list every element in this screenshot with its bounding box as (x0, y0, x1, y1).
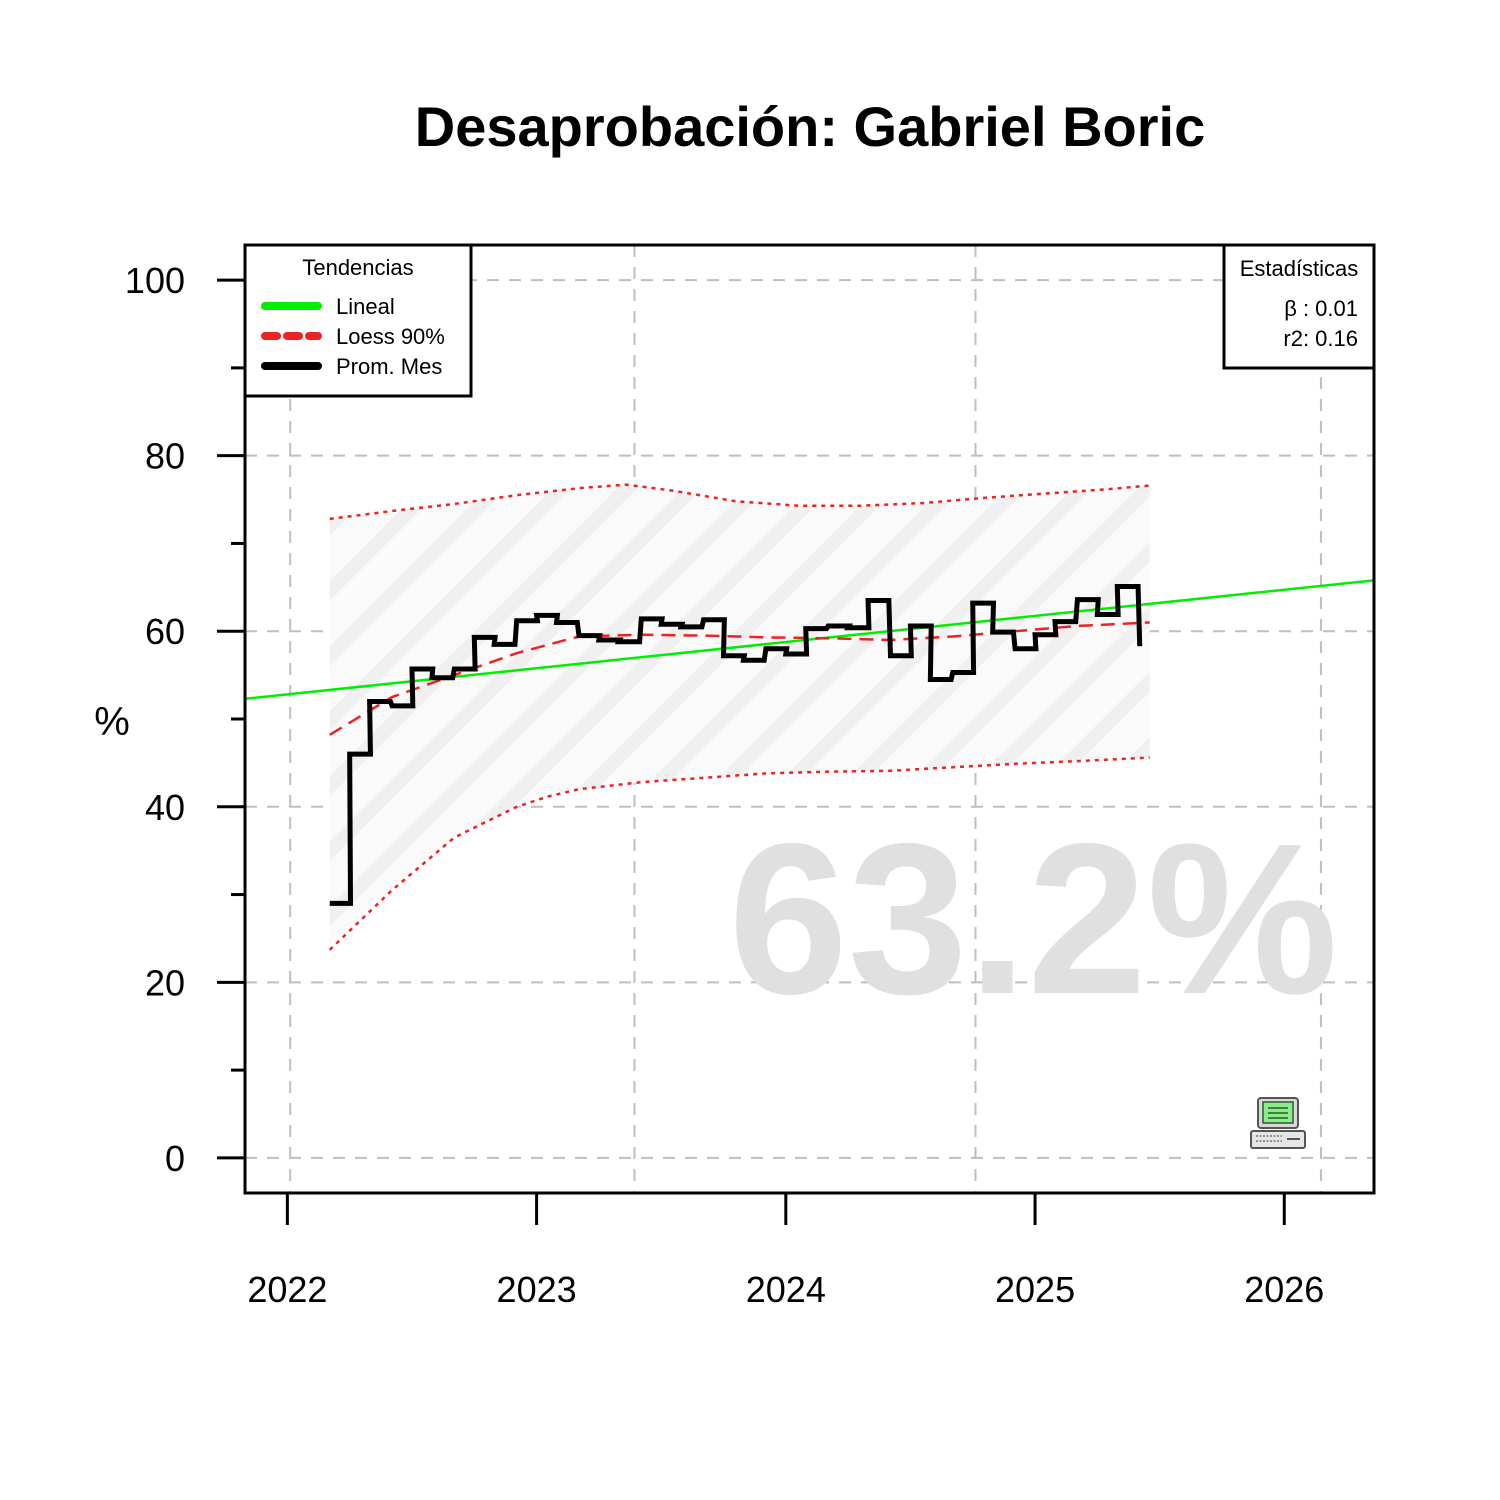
stats-beta: β : 0.01 (1284, 296, 1358, 321)
stats-box: Estadísticas β : 0.01 r2: 0.16 (1222, 243, 1376, 370)
legend-label-prom-mes: Prom. Mes (336, 354, 442, 379)
stats-frame (1222, 243, 1376, 370)
x-tick-label: 2023 (497, 1269, 577, 1310)
computer-icon (1250, 1097, 1306, 1149)
current-value-watermark: 63.2% (728, 798, 1338, 1039)
y-axis-label: % (94, 700, 130, 744)
x-tick-label: 2022 (247, 1269, 327, 1310)
stats-r2: r2: 0.16 (1283, 326, 1358, 351)
y-tick-label: 20 (145, 962, 185, 1003)
y-axis: 0 20 40 60 80 100 (125, 260, 245, 1179)
series-loess-upper (329, 483, 1150, 521)
legend: Tendencias Lineal Loess 90% Prom. Mes (243, 243, 473, 398)
x-tick-label: 2025 (995, 1269, 1075, 1310)
y-tick-label: 80 (145, 436, 185, 477)
stats-title: Estadísticas (1240, 256, 1359, 281)
x-tick-label: 2026 (1244, 1269, 1324, 1310)
y-tick-label: 40 (145, 787, 185, 828)
chart-title: Desaprobación: Gabriel Boric (415, 95, 1205, 158)
x-tick-label: 2024 (746, 1269, 826, 1310)
legend-title: Tendencias (302, 255, 413, 280)
series-layer (245, 483, 1374, 951)
series-loess-lower (328, 756, 1150, 951)
legend-label-lineal: Lineal (336, 294, 395, 319)
series-prom-mes (329, 583, 1143, 906)
confidence-band (329, 484, 1150, 950)
y-tick-label: 60 (145, 611, 185, 652)
legend-box (243, 243, 473, 398)
y-tick-label: 100 (125, 260, 185, 301)
x-axis: 2022 2023 2024 2025 2026 (247, 1193, 1324, 1310)
loess-band (329, 484, 1150, 950)
legend-label-loess: Loess 90% (336, 324, 445, 349)
y-tick-label: 0 (165, 1138, 185, 1179)
